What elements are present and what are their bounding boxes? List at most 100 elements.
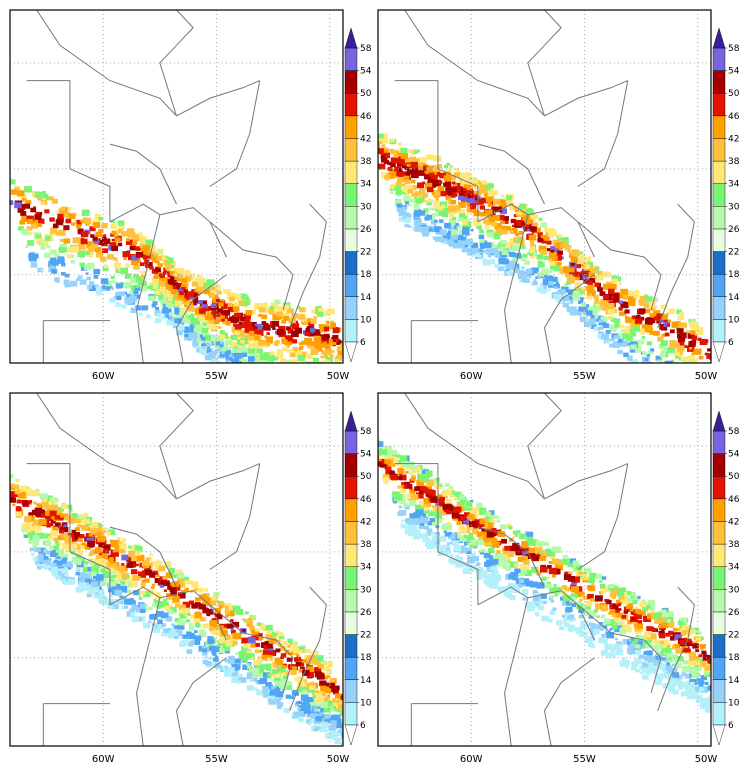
- echo: [55, 232, 59, 236]
- echo: [131, 569, 137, 574]
- echo: [434, 220, 438, 223]
- echo: [253, 678, 257, 681]
- echo: [355, 374, 359, 377]
- echo: [652, 331, 657, 335]
- echo: [713, 383, 717, 387]
- echo: [699, 356, 704, 360]
- echo: [351, 375, 359, 381]
- echo: [222, 366, 225, 369]
- echo: [455, 168, 459, 171]
- echo: [142, 305, 148, 310]
- echo: [44, 253, 50, 258]
- echo: [308, 372, 315, 377]
- echo: [301, 341, 306, 345]
- echo: [323, 335, 329, 340]
- echo: [80, 576, 83, 579]
- echo: [161, 580, 167, 585]
- echo: [312, 727, 315, 729]
- echo: [136, 576, 141, 580]
- colorbar-label: 58: [360, 44, 372, 54]
- echo: [256, 369, 262, 374]
- echo: [650, 348, 654, 351]
- echo: [36, 539, 40, 542]
- echo: [295, 371, 299, 374]
- echo: [17, 500, 22, 504]
- echo: [618, 339, 623, 343]
- echo: [707, 387, 713, 392]
- echo: [195, 327, 200, 331]
- echo: [262, 363, 269, 369]
- echo: [46, 505, 51, 509]
- echo: [324, 327, 329, 331]
- echo: [319, 696, 323, 699]
- echo: [124, 298, 132, 304]
- echo: [331, 350, 334, 353]
- echo: [200, 349, 206, 354]
- echo: [93, 222, 100, 228]
- echo: [468, 194, 473, 198]
- echo: [685, 385, 691, 390]
- echo: [186, 649, 192, 654]
- echo: [152, 279, 158, 284]
- echo: [182, 287, 186, 290]
- echo: [249, 625, 254, 629]
- echo: [39, 519, 47, 525]
- echo: [551, 266, 555, 269]
- echo: [291, 670, 297, 675]
- echo: [215, 286, 221, 291]
- colorbar-label: 38: [728, 157, 740, 167]
- echo: [62, 543, 70, 549]
- border: [210, 222, 293, 310]
- echo: [252, 375, 257, 379]
- echo: [717, 396, 724, 401]
- echo: [259, 367, 266, 373]
- echo: [55, 515, 60, 519]
- echo: [284, 708, 290, 713]
- echo: [265, 627, 269, 630]
- echo: [609, 344, 614, 348]
- echo: [304, 365, 310, 370]
- colorbar-label: 22: [360, 248, 371, 258]
- echo: [489, 259, 495, 264]
- echo: [662, 367, 666, 370]
- echo: [287, 376, 294, 382]
- echo: [216, 299, 220, 302]
- echo: [119, 543, 126, 549]
- echo: [521, 245, 525, 248]
- border: [578, 81, 628, 187]
- echo: [267, 674, 271, 677]
- echo: [444, 223, 451, 229]
- echo: [652, 369, 655, 372]
- echo: [517, 212, 521, 215]
- echo: [324, 714, 330, 719]
- echo: [688, 365, 692, 368]
- echo: [544, 256, 549, 260]
- echo: [37, 566, 41, 569]
- echo: [646, 310, 650, 313]
- echo: [706, 353, 713, 359]
- echo: [305, 649, 310, 653]
- echo: [195, 623, 200, 627]
- echo: [479, 229, 484, 233]
- echo: [619, 301, 623, 304]
- echo: [195, 635, 201, 640]
- echo: [157, 611, 164, 617]
- echo: [226, 321, 231, 325]
- echo: [217, 363, 221, 366]
- echo: [81, 264, 85, 267]
- echo: [110, 540, 118, 546]
- echo: [129, 291, 134, 295]
- echo: [310, 319, 316, 324]
- echo: [453, 498, 457, 501]
- echo: [93, 237, 98, 241]
- echo: [133, 265, 139, 270]
- echo: [167, 258, 174, 263]
- echo: [90, 528, 97, 533]
- echo: [719, 394, 726, 400]
- echo: [142, 236, 147, 240]
- echo: [51, 269, 57, 274]
- echo: [330, 354, 334, 357]
- echo: [560, 244, 565, 248]
- echo: [324, 397, 329, 401]
- echo: [678, 315, 685, 320]
